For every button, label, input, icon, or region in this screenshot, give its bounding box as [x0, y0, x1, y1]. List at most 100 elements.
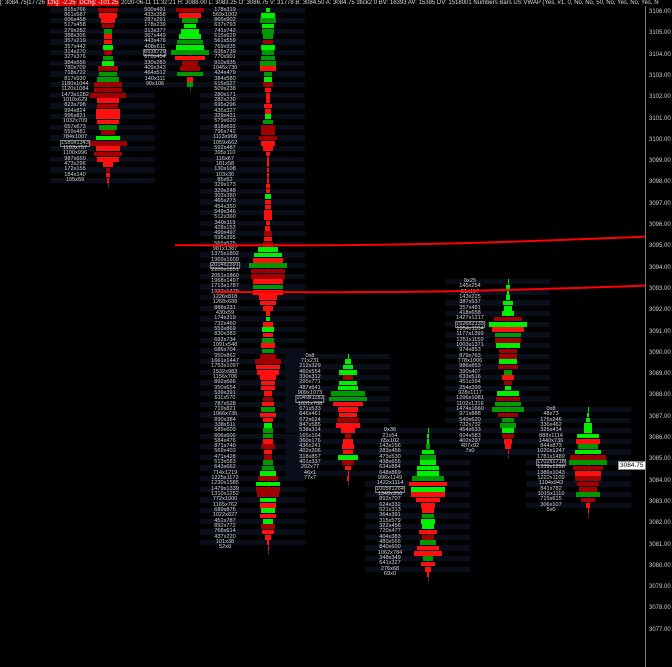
volume-bar — [583, 423, 593, 428]
volume-bar — [265, 194, 271, 199]
row-stripe — [445, 279, 550, 285]
bid-ask-label: 401x337 — [299, 459, 321, 466]
bid-ask-label: 509x238 — [214, 86, 236, 93]
row-stripe — [200, 305, 305, 311]
bid-ask-label: 996x1149 — [377, 475, 403, 482]
row-stripe — [445, 364, 550, 370]
bid-ask-label: 1180x1044 — [61, 81, 89, 88]
volume-bar — [261, 23, 275, 29]
footprint-chart[interactable]: 815x766 861x587 606x458 517x458 279x282 388x3… — [0, 0, 645, 667]
bid-ask-label: 787x528 — [214, 400, 236, 407]
volume-bar — [252, 284, 284, 290]
volume-bar — [575, 439, 601, 444]
bid-ask-label: 143x225 — [459, 294, 481, 301]
row-stripe — [445, 417, 550, 423]
volume-bar — [422, 513, 434, 519]
bid-ask-label: 987x650 — [64, 155, 86, 162]
volume-bar — [265, 311, 271, 316]
volume-bar — [104, 29, 112, 34]
bid-ask-label: 637x793 — [214, 22, 236, 29]
volume-bar — [106, 178, 110, 183]
bid-ask-label: 1351x1159 — [456, 336, 484, 343]
volume-bar — [184, 23, 196, 29]
bid-ask-label: 847x585 — [299, 421, 321, 428]
bid-ask-label: 561x559 — [214, 38, 236, 45]
row-stripe — [285, 428, 390, 434]
volume-bar — [255, 364, 281, 370]
volume-bar — [420, 561, 436, 567]
volume-bar — [587, 407, 589, 412]
axis-tick-label: 3090.00 — [649, 349, 671, 356]
bid-ask-label: 1968x1497 — [211, 278, 239, 285]
bid-ask-label: 287x291 — [144, 17, 166, 24]
bid-ask-label: 292x77 — [300, 464, 320, 471]
row-stripe — [200, 124, 305, 130]
bid-ask-label: 672x624 — [299, 416, 321, 423]
level-lines — [174, 235, 645, 294]
row-stripe — [200, 92, 305, 98]
row-stripe — [200, 465, 305, 471]
volume-bar — [261, 380, 275, 386]
volume-bar — [261, 327, 275, 332]
row-stripe — [285, 438, 390, 445]
volume-bar — [264, 204, 272, 210]
bid-ask-label: 364x391 — [379, 512, 401, 519]
volume-bar — [260, 513, 276, 519]
volume-bar — [97, 98, 119, 103]
bid-ask-label: 974x853 — [459, 347, 481, 354]
bid-ask-label: 643x662 — [214, 464, 236, 471]
axis-tick-label: 3094.00 — [649, 264, 671, 271]
volume-bar — [93, 87, 123, 93]
bid-ask-label: 384x580 — [214, 75, 236, 82]
volume-bar — [264, 199, 272, 205]
bid-ask-label: 579x620 — [214, 118, 236, 125]
bid-ask-label: 1104x943 — [538, 480, 564, 487]
volume-bar — [585, 503, 591, 508]
bid-ask-label: 720x477 — [379, 528, 401, 535]
volume-bar — [416, 465, 440, 471]
bid-ask-label: 549x620 — [459, 416, 481, 423]
bid-ask-label: 329x173 — [214, 182, 236, 189]
bid-ask-label: 330x312 — [299, 373, 321, 380]
bid-ask-label: 1015x1110 — [537, 491, 565, 498]
volume-bar — [263, 391, 272, 396]
volume-bar — [101, 18, 115, 24]
bid-ask-label: 950x654 — [214, 384, 236, 391]
volume-bar — [409, 481, 447, 487]
bid-ask-label: 892x772 — [214, 523, 236, 530]
volume-bar — [420, 455, 436, 460]
row-stripe — [285, 385, 390, 391]
bid-ask-label: 719x821 — [214, 405, 236, 412]
bid-ask-label: 1066x735 — [212, 411, 238, 418]
bid-ask-label: 105x59 — [65, 176, 85, 183]
bid-ask-label: 818x692 — [214, 123, 236, 130]
bid-ask-label: 772x1000 — [212, 496, 238, 503]
row-stripe — [200, 433, 305, 439]
bid-ask-label: 549x346 — [214, 208, 236, 215]
price-axis[interactable]: 3106.00 3105.00 3104.00 3103.00 3102.00 3101.… — [618, 0, 672, 667]
volume-bar — [343, 364, 353, 370]
bid-ask-label: 90x106 — [145, 81, 165, 88]
axis-tick-label: 3106.00 — [649, 9, 671, 15]
bid-ask-label: 1222x1109 — [537, 475, 565, 482]
bid-ask-label: 1268x688 — [212, 299, 238, 306]
bid-ask-label: 521x313 — [379, 507, 401, 514]
volume-bar — [583, 428, 593, 434]
bid-ask-label: 430x59 — [215, 310, 235, 317]
volume-bar — [505, 284, 511, 290]
bid-ask-label: 69x0 — [383, 570, 397, 577]
volume-bar — [94, 151, 122, 157]
volume-bar — [259, 135, 277, 141]
bid-ask-label: 360x176 — [299, 437, 321, 444]
volume-bar — [254, 359, 282, 364]
bid-ask-label: 388x306 — [64, 33, 86, 40]
volume-bar — [174, 55, 206, 61]
volume-bar — [260, 412, 276, 418]
volume-bar — [576, 433, 600, 439]
volume-bar — [179, 13, 201, 18]
row-stripe — [445, 428, 550, 434]
row-stripe — [285, 353, 390, 359]
bid-ask-label: 336x462 — [540, 421, 562, 428]
bid-ask-label: 1713x1787 — [211, 283, 239, 290]
row-stripe — [200, 295, 305, 301]
